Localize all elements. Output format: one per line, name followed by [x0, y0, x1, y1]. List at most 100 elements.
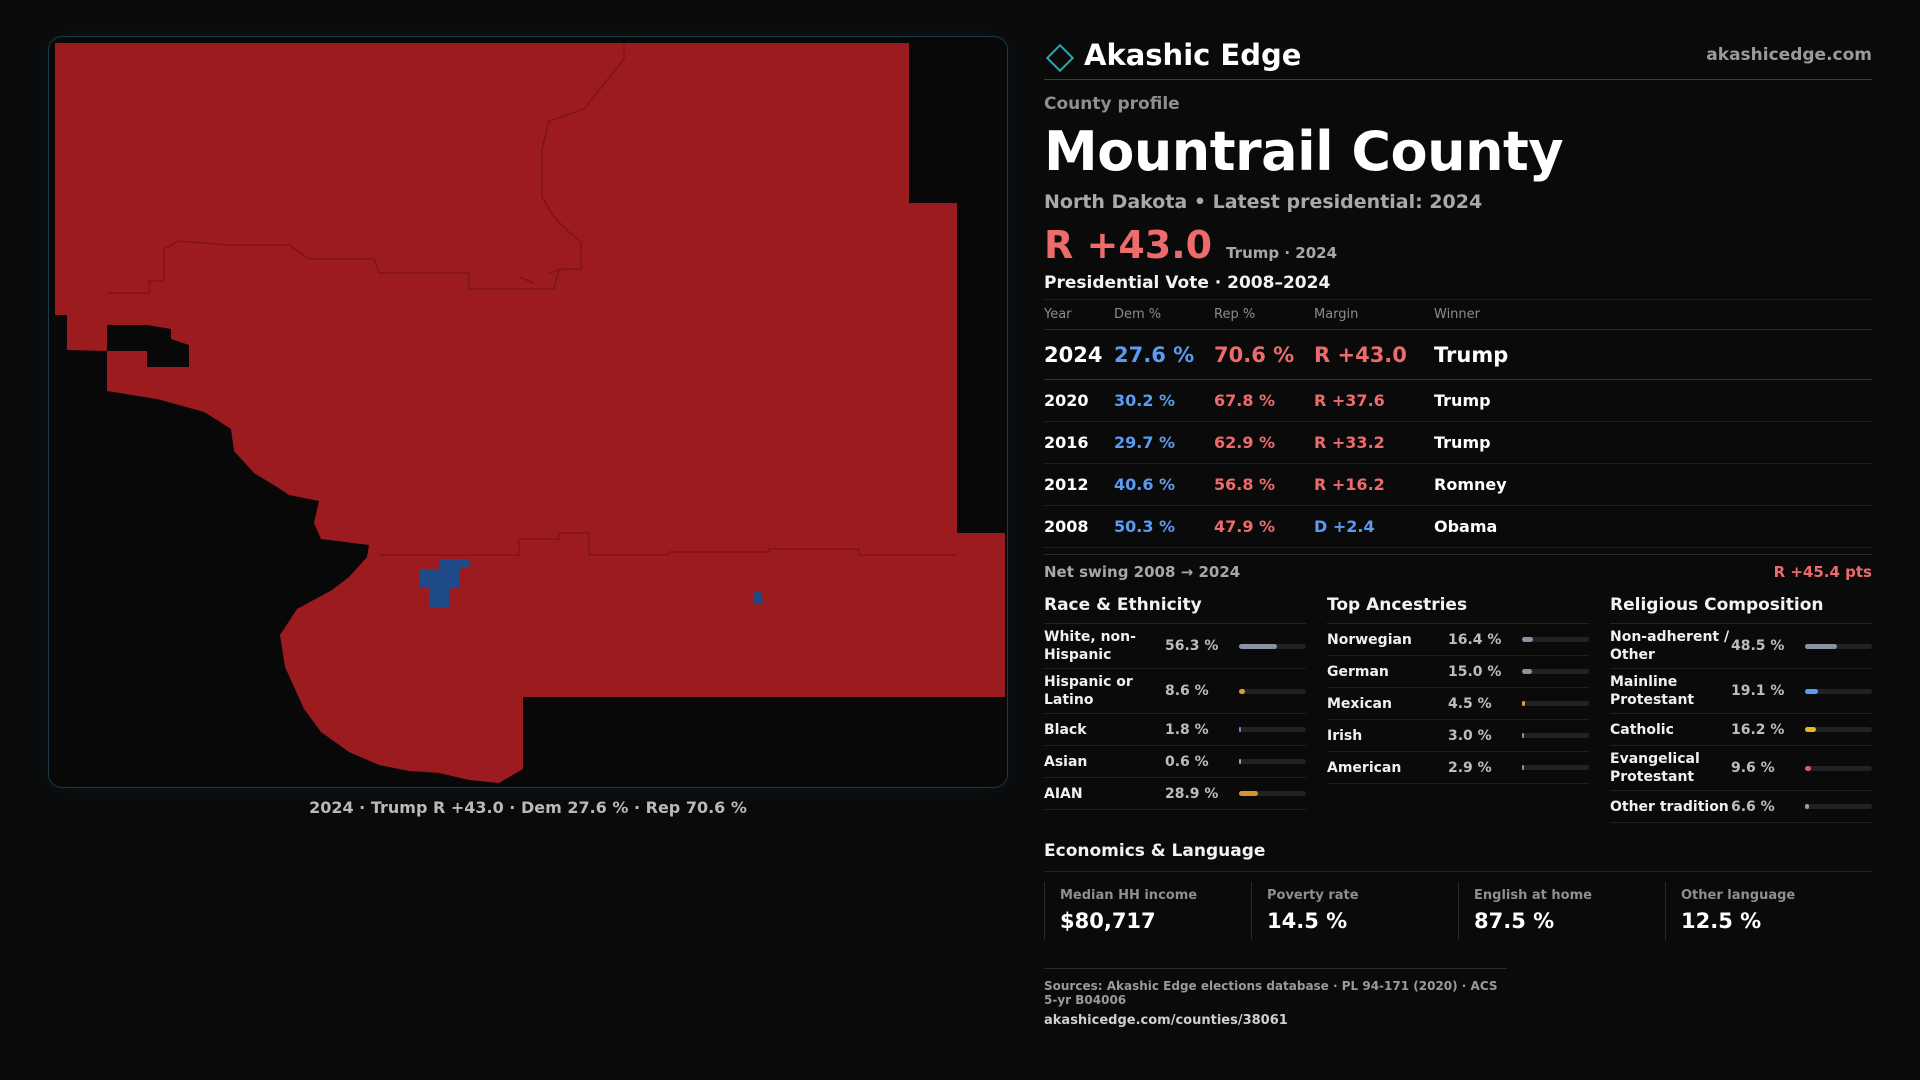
county-shape-dem-small[interactable] [753, 591, 763, 605]
race-bar [1239, 688, 1306, 694]
cell-rep: 56.8 % [1214, 463, 1314, 506]
race-row: Black 1.8 % [1044, 714, 1306, 746]
county-shape-dem[interactable] [419, 559, 469, 607]
county-map-svg [55, 43, 1005, 783]
economics-stat-label: Poverty rate [1267, 888, 1359, 903]
cell-margin: D +2.4 [1314, 505, 1434, 548]
religion-bar-fill [1805, 765, 1812, 771]
ancestry-row: Mexican 4.5 % [1327, 688, 1589, 720]
ancestry-bar-fill [1522, 669, 1533, 674]
economics-stat: Other language 12.5 % [1665, 882, 1872, 940]
religion-label: Non-adherent / Other [1610, 629, 1730, 663]
religion-bar [1805, 765, 1872, 771]
ancestry-section: Top Ancestries Norwegian 16.4 % German 15.0… [1327, 595, 1589, 823]
race-value: 28.9 % [1165, 785, 1219, 802]
religion-bar-fill [1805, 643, 1838, 649]
cell-margin: R +43.0 [1314, 329, 1434, 380]
economics-stat: Median HH income $80,717 [1044, 882, 1251, 940]
sources-text: Sources: Akashic Edge elections database… [1044, 979, 1498, 1007]
religion-row: Non-adherent / Other 48.5 % [1610, 624, 1872, 669]
header-margin: Margin [1314, 299, 1434, 330]
religion-bar [1805, 688, 1872, 694]
cell-winner: Trump [1434, 379, 1872, 422]
race-section-title: Race & Ethnicity [1044, 595, 1306, 624]
net-swing-label: Net swing 2008 → 2024 [1044, 563, 1241, 581]
brand[interactable]: Akashic Edge [1044, 38, 1301, 72]
race-label: Hispanic or Latino [1044, 674, 1133, 708]
race-bar [1239, 727, 1306, 732]
religion-label: Catholic [1610, 721, 1674, 738]
race-bar [1239, 759, 1306, 764]
race-label: White, non-Hispanic [1044, 629, 1136, 663]
vote-row-2016: 2016 29.7 % 62.9 % R +33.2 Trump [1044, 421, 1872, 464]
cell-rep: 62.9 % [1214, 421, 1314, 464]
county-map[interactable] [48, 36, 1008, 788]
ancestry-row: German 15.0 % [1327, 656, 1589, 688]
religion-bar [1805, 804, 1872, 809]
ancestry-row: Irish 3.0 % [1327, 720, 1589, 752]
ancestry-bar [1522, 765, 1589, 770]
margin-value: R +43.0 [1044, 223, 1213, 267]
religion-label: Other tradition [1610, 798, 1729, 815]
ancestry-value: 15.0 % [1448, 663, 1502, 680]
county-profile-panel: Akashic Edge akashicedge.com County prof… [1044, 36, 1872, 1028]
race-bar-fill [1239, 759, 1241, 764]
cell-year: 2016 [1044, 421, 1114, 464]
cell-winner: Trump [1434, 421, 1872, 464]
diamond-logo-icon [1045, 43, 1075, 72]
ancestry-section-title: Top Ancestries [1327, 595, 1589, 624]
religion-section: Religious Composition Non-adherent / Oth… [1610, 595, 1872, 823]
header-year: Year [1044, 299, 1114, 330]
brand-header: Akashic Edge akashicedge.com [1044, 36, 1872, 80]
header-winner: Winner [1434, 299, 1872, 330]
ancestry-label: Irish [1327, 727, 1363, 744]
ancestry-row: American 2.9 % [1327, 752, 1589, 784]
header-dem: Dem % [1114, 299, 1214, 330]
ancestry-value: 2.9 % [1448, 759, 1492, 776]
header-rep: Rep % [1214, 299, 1314, 330]
ancestry-bar-fill [1522, 701, 1525, 706]
race-row: White, non-Hispanic 56.3 % [1044, 624, 1306, 669]
sources-url-link[interactable]: akashicedge.com/counties/38061 [1044, 1013, 1288, 1028]
vote-row-2020: 2020 30.2 % 67.8 % R +37.6 Trump [1044, 379, 1872, 422]
economics-grid: Median HH income $80,717 Poverty rate 14.5 … [1044, 882, 1872, 940]
religion-value: 6.6 % [1731, 798, 1775, 815]
ancestry-label: German [1327, 663, 1389, 680]
map-caption: 2024 · Trump R +43.0 · Dem 27.6 % · Rep … [309, 798, 747, 817]
cell-winner: Obama [1434, 505, 1872, 548]
religion-bar [1805, 727, 1872, 732]
cell-dem: 30.2 % [1114, 379, 1214, 422]
economics-stat-label: Median HH income [1060, 888, 1198, 903]
ancestry-bar [1522, 733, 1589, 738]
demographics-grid: Race & Ethnicity White, non-Hispanic 56.3… [1044, 595, 1872, 823]
page-subtitle: North Dakota • Latest presidential: 2024 [1044, 191, 1483, 213]
religion-value: 19.1 % [1731, 683, 1785, 699]
race-bar-fill [1239, 727, 1241, 732]
brand-name: Akashic Edge [1084, 37, 1302, 72]
profile-eyebrow: County profile [1044, 94, 1180, 114]
economics-stat-value: 14.5 % [1267, 909, 1348, 933]
county-shape-rep[interactable] [55, 43, 1005, 783]
economics-stat-label: English at home [1474, 888, 1592, 903]
brand-url-link[interactable]: akashicedge.com [1706, 44, 1872, 65]
race-value: 0.6 % [1165, 753, 1209, 770]
race-label: AIAN [1044, 785, 1083, 802]
headline-margin: R +43.0 Trump · 2024 [1044, 223, 1872, 267]
ancestry-bar-fill [1522, 733, 1524, 738]
net-swing-row: Net swing 2008 → 2024 R +45.4 pts [1044, 554, 1872, 581]
religion-value: 48.5 % [1731, 638, 1785, 654]
religion-bar-fill [1805, 804, 1810, 809]
ancestry-value: 16.4 % [1448, 631, 1502, 648]
ancestry-bar [1522, 637, 1589, 642]
religion-value: 16.2 % [1731, 721, 1785, 738]
religion-row: Evangelical Protestant 9.6 % [1610, 746, 1872, 791]
margin-note: Trump · 2024 [1226, 244, 1338, 262]
economics-stat-value: 12.5 % [1681, 909, 1762, 933]
race-row: Asian 0.6 % [1044, 746, 1306, 778]
vote-row-2012: 2012 40.6 % 56.8 % R +16.2 Romney [1044, 463, 1872, 506]
ancestry-label: Mexican [1327, 695, 1392, 712]
economics-section-title: Economics & Language [1044, 841, 1872, 872]
religion-value: 9.6 % [1731, 760, 1775, 776]
cell-winner: Trump [1434, 329, 1872, 380]
ancestry-label: American [1327, 759, 1402, 776]
